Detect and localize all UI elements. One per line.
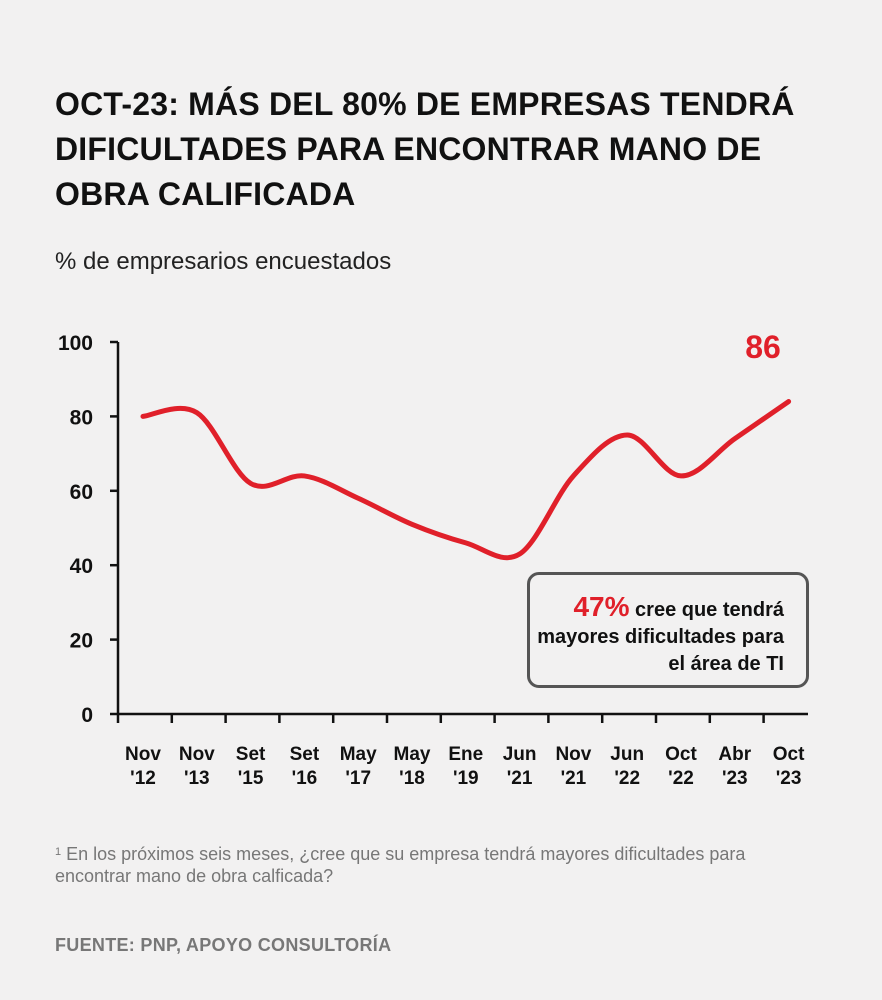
y-tick-label: 40 [70, 555, 93, 578]
x-tick-label: Oct '23 [773, 744, 805, 789]
x-tick-label: May '18 [394, 744, 431, 789]
footnote-marker: 1 [55, 846, 62, 858]
chart-subtitle: % de empresarios encuestados [55, 248, 392, 275]
x-tick-label: Oct '22 [665, 744, 697, 789]
callout-text: cree que tendrá mayores dificultades par… [537, 599, 784, 675]
y-tick-label: 0 [81, 704, 93, 727]
y-tick-label: 100 [58, 332, 93, 355]
y-tick-label: 20 [70, 630, 93, 653]
x-tick-label: Nov '12 [125, 744, 161, 789]
source-note: FUENTE: PNP, APOYO CONSULTORÍA [55, 935, 392, 955]
y-tick-label: 60 [70, 481, 93, 504]
series-layer [140, 399, 792, 561]
x-tick-label: Set '16 [290, 744, 320, 789]
x-axis: Nov '12 Nov '13 Set '15 Set '16 May '17 May '18 Ene '… [116, 712, 808, 789]
callout-box: 47% cree que tendrá mayores dificultades… [527, 572, 809, 688]
x-tick-label: Ene '19 [448, 744, 483, 789]
footnote-text: En los próximos seis meses, ¿cree que su… [55, 844, 746, 886]
callout-percent: 47% [573, 591, 630, 622]
footnote: 1 En los próximos seis meses, ¿cree que … [55, 843, 815, 887]
y-tick-label: 80 [70, 406, 93, 429]
x-tick-label: Nov '21 [555, 744, 591, 789]
series-line [140, 399, 792, 561]
chart-title: OCT-23: MÁS DEL 80% DE EMPRESAS TENDRÁ D… [55, 86, 795, 212]
x-tick-label: May '17 [340, 744, 377, 789]
x-tick-label: Nov '13 [179, 744, 215, 789]
end-value-label: 86 [745, 329, 781, 365]
x-tick-label: Jun '22 [610, 744, 644, 789]
x-tick-label: Jun '21 [503, 744, 537, 789]
x-tick-label: Set '15 [236, 744, 266, 789]
x-tick-label: Abr '23 [718, 744, 751, 789]
y-axis: 0 20 40 60 80 100 [58, 332, 120, 727]
